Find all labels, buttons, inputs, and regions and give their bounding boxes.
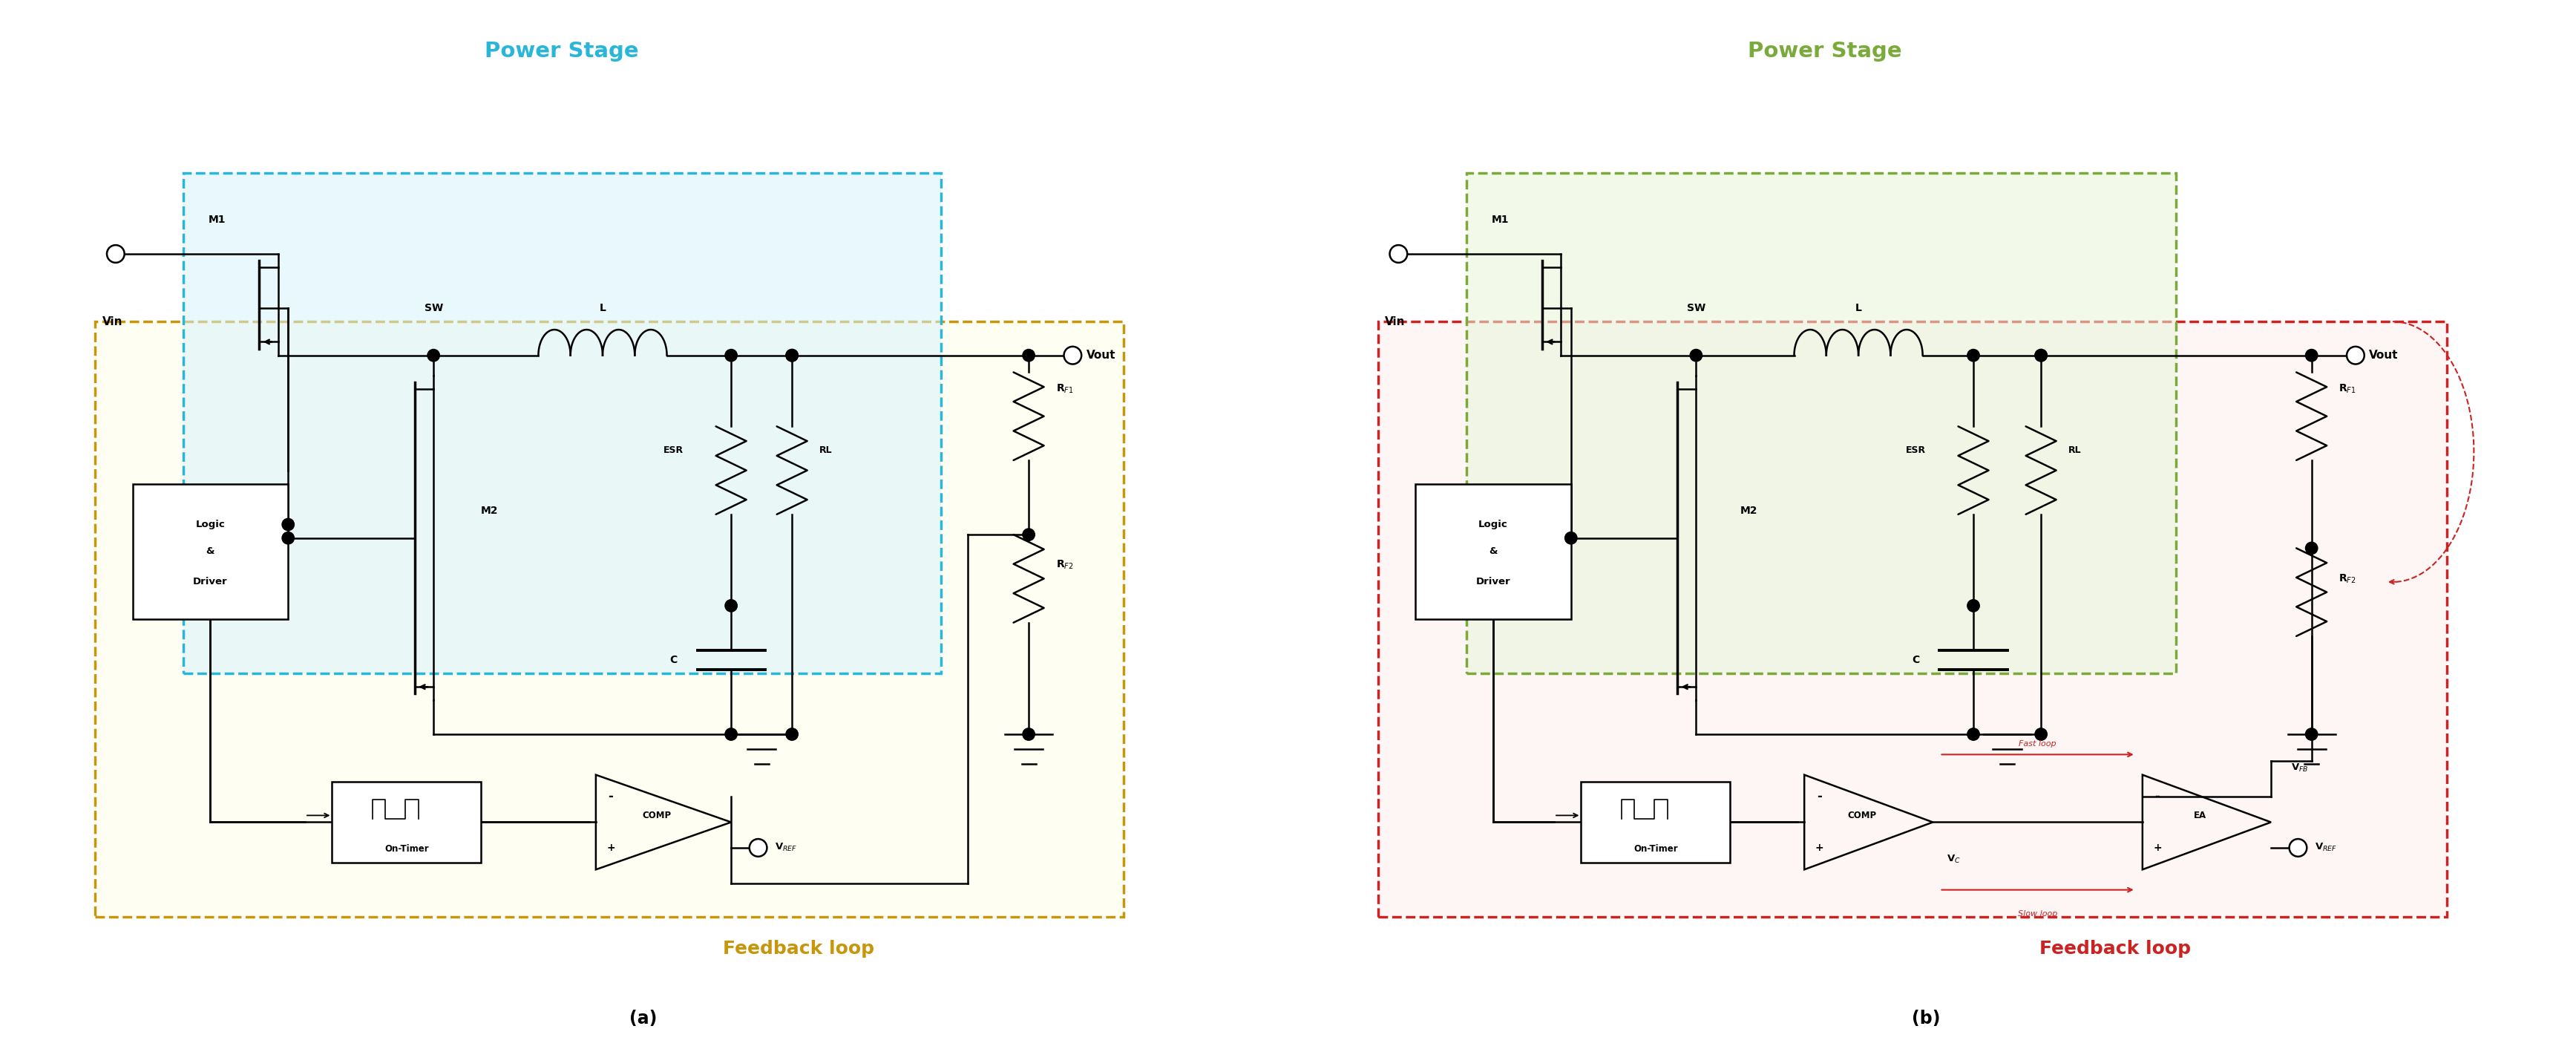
Text: -: - (608, 790, 613, 804)
Circle shape (428, 349, 440, 362)
Text: SW: SW (425, 303, 443, 314)
Circle shape (724, 600, 737, 612)
Circle shape (1968, 728, 1978, 741)
Bar (183, 173, 940, 673)
Text: Slow loop: Slow loop (2017, 911, 2058, 918)
Text: C: C (670, 655, 677, 665)
Circle shape (2306, 542, 2318, 554)
Bar (1466, 173, 2177, 673)
Text: SW: SW (1687, 303, 1705, 314)
Text: EA: EA (2195, 811, 2208, 820)
Text: On-Timer: On-Timer (384, 844, 428, 854)
Circle shape (2306, 349, 2318, 362)
Text: Power Stage: Power Stage (1747, 41, 1901, 61)
Bar (1582, 782, 1731, 862)
Text: Vout: Vout (1087, 349, 1115, 361)
Circle shape (281, 532, 294, 544)
Text: C: C (1911, 655, 1919, 665)
Circle shape (750, 839, 768, 857)
Text: &: & (1489, 547, 1497, 556)
Bar (332, 782, 482, 862)
Circle shape (2306, 728, 2318, 741)
Text: (b): (b) (1911, 1009, 1940, 1027)
Circle shape (786, 349, 799, 362)
Text: R$_{F1}$: R$_{F1}$ (1056, 383, 1074, 395)
Text: M2: M2 (1739, 506, 1757, 516)
Text: ESR: ESR (1906, 445, 1927, 455)
Circle shape (2290, 839, 2308, 857)
Text: Feedback loop: Feedback loop (724, 940, 873, 958)
Circle shape (2347, 346, 2365, 364)
Text: -: - (2154, 790, 2159, 804)
Text: Driver: Driver (193, 577, 227, 586)
Text: V$_{FB}$: V$_{FB}$ (2290, 763, 2308, 774)
Text: V$_{REF}$: V$_{REF}$ (775, 842, 799, 854)
Circle shape (1023, 349, 1036, 362)
Bar (1466, 173, 2177, 673)
Text: M1: M1 (209, 215, 227, 226)
Circle shape (786, 728, 799, 741)
Circle shape (1023, 728, 1036, 741)
Circle shape (1064, 346, 1082, 364)
Bar (1378, 322, 2447, 917)
Circle shape (1564, 532, 1577, 544)
Bar (1378, 322, 2447, 917)
Text: V$_{REF}$: V$_{REF}$ (2316, 842, 2336, 854)
Text: &: & (206, 547, 214, 556)
Circle shape (106, 245, 124, 262)
Text: +: + (2154, 842, 2161, 853)
Text: +: + (1816, 842, 1824, 853)
Text: RL: RL (819, 445, 832, 455)
Text: L: L (1855, 303, 1862, 314)
Circle shape (724, 728, 737, 741)
Text: Driver: Driver (1476, 577, 1510, 586)
Circle shape (1968, 600, 1978, 612)
Bar (95, 322, 1123, 917)
Text: R$_{F2}$: R$_{F2}$ (1056, 559, 1074, 572)
Circle shape (2035, 349, 2048, 362)
Text: +: + (605, 842, 616, 853)
Circle shape (2035, 728, 2048, 741)
Circle shape (1968, 349, 1978, 362)
Text: R$_{F1}$: R$_{F1}$ (2339, 383, 2357, 395)
Circle shape (1690, 349, 1703, 362)
Text: V$_C$: V$_C$ (1947, 854, 1960, 865)
Bar (95, 322, 1123, 917)
Text: Vout: Vout (2370, 349, 2398, 361)
Text: M1: M1 (1492, 215, 1510, 226)
Text: ESR: ESR (665, 445, 683, 455)
Circle shape (281, 518, 294, 531)
Text: R$_{F2}$: R$_{F2}$ (2339, 573, 2357, 584)
Text: Feedback loop: Feedback loop (2040, 940, 2192, 958)
Text: COMP: COMP (641, 811, 672, 820)
Text: Vin: Vin (1386, 316, 1406, 327)
Circle shape (724, 349, 737, 362)
Text: Fast loop: Fast loop (2020, 741, 2056, 748)
Text: Logic: Logic (196, 519, 224, 530)
Bar (131, 484, 289, 619)
Bar (1414, 484, 1571, 619)
Text: RL: RL (2069, 445, 2081, 455)
Text: Power Stage: Power Stage (484, 41, 639, 61)
Circle shape (1388, 245, 1406, 262)
Text: Logic: Logic (1479, 519, 1507, 530)
Text: COMP: COMP (1847, 811, 1878, 820)
Text: Vin: Vin (103, 316, 124, 327)
Text: -: - (1816, 790, 1821, 804)
Text: On-Timer: On-Timer (1633, 844, 1677, 854)
Text: M2: M2 (482, 506, 497, 516)
Text: L: L (600, 303, 605, 314)
Circle shape (2035, 349, 2048, 362)
Bar (183, 173, 940, 673)
Text: (a): (a) (629, 1009, 657, 1027)
Circle shape (786, 349, 799, 362)
Circle shape (1023, 529, 1036, 540)
